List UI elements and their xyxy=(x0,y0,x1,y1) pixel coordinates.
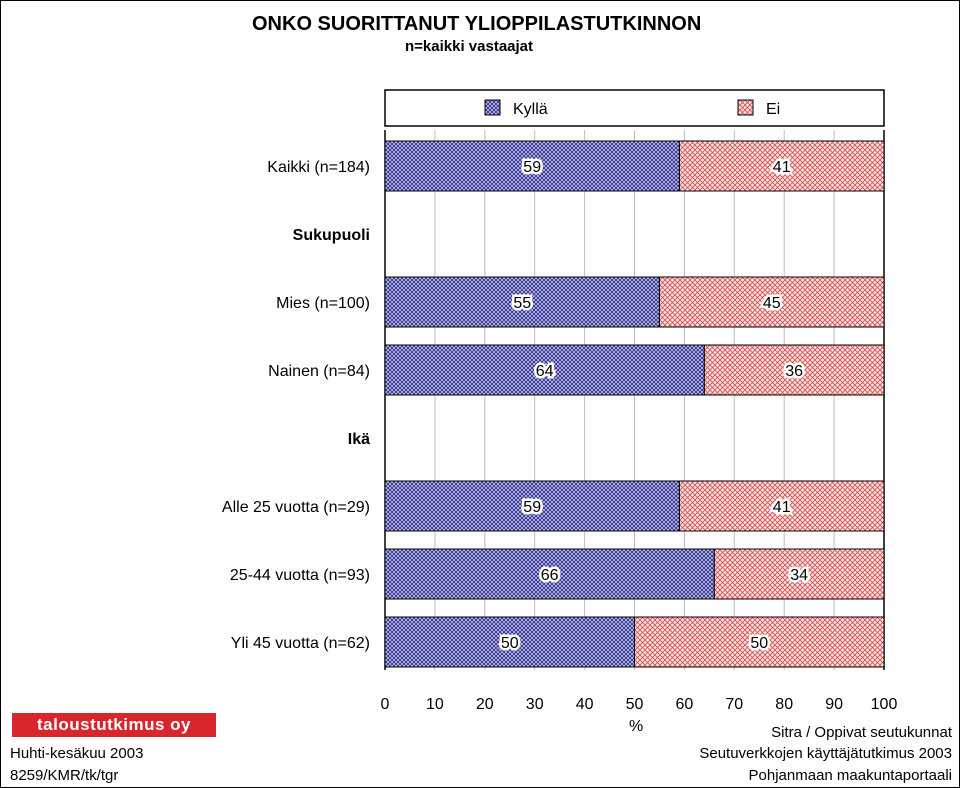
data-label-yli-45-vuotta-n-62-kyll: 50 xyxy=(501,635,519,652)
x-tick-40: 40 xyxy=(576,696,594,713)
chart-subtitle: n=kaikki vastaajat xyxy=(405,38,534,55)
bar-kaikki-n-184-kyll xyxy=(384,140,680,192)
bar-alle-25-vuotta-n-29-kyll xyxy=(384,480,680,532)
bar-25-44-vuotta-n-93-ei xyxy=(713,548,885,600)
category-label-alle-25-vuotta-n-29: Alle 25 vuotta (n=29) xyxy=(222,499,370,516)
group-header-ik: Ikä xyxy=(348,431,370,448)
bar-yli-45-vuotta-n-62-ei xyxy=(634,616,885,668)
bar-yli-45-vuotta-n-62-kyll xyxy=(384,616,635,668)
bars: 59 41 55 45 64 36 59 41 66 34 50 50 xyxy=(384,140,885,668)
category-label-nainen-n-84: Nainen (n=84) xyxy=(268,363,370,380)
legend: Kyllä Ei xyxy=(384,89,885,127)
x-tick-60: 60 xyxy=(676,696,694,713)
category-label-mies-n-100: Mies (n=100) xyxy=(276,295,370,312)
data-label-yli-45-vuotta-n-62-ei: 50 xyxy=(750,635,768,652)
x-axis-label: % xyxy=(629,718,644,735)
data-label-nainen-n-84-kyll: 64 xyxy=(536,363,554,380)
group-header-sukupuoli: Sukupuoli xyxy=(293,227,370,244)
data-label-mies-n-100-kyll: 55 xyxy=(513,295,531,312)
data-label-nainen-n-84-ei: 36 xyxy=(785,363,803,380)
data-label-mies-n-100-ei: 45 xyxy=(763,295,781,312)
category-label-kaikki-n-184: Kaikki (n=184) xyxy=(267,159,370,176)
category-label-yli-45-vuotta-n-62: Yli 45 vuotta (n=62) xyxy=(231,635,370,652)
legend-label-ei: Ei xyxy=(766,101,780,118)
legend-swatch-ei xyxy=(737,99,754,116)
data-label-25-44-vuotta-n-93-kyll: 66 xyxy=(541,567,559,584)
bar-kaikki-n-184-ei xyxy=(678,140,885,192)
data-label-alle-25-vuotta-n-29-kyll: 59 xyxy=(523,499,541,516)
source-line-2: Seutuverkkojen käyttäjätutkimus 2003 xyxy=(699,745,952,762)
bar-mies-n-100-ei xyxy=(658,276,885,328)
x-tick-70: 70 xyxy=(725,696,743,713)
bar-25-44-vuotta-n-93-kyll xyxy=(384,548,715,600)
x-tick-50: 50 xyxy=(626,696,644,713)
category-labels: Kaikki (n=184) Sukupuoli Mies (n=100) Naine… xyxy=(222,159,370,652)
data-label-kaikki-n-184-ei: 41 xyxy=(773,159,791,176)
legend-swatch-kylla xyxy=(484,99,501,116)
survey-code: 8259/KMR/tk/tgr xyxy=(10,767,119,784)
category-label-25-44-vuotta-n-93: 25-44 vuotta (n=93) xyxy=(230,567,370,584)
bar-alle-25-vuotta-n-29-ei xyxy=(678,480,885,532)
chart-title: ONKO SUORITTANUT YLIOPPILASTUTKINNON xyxy=(252,13,702,35)
x-tick-10: 10 xyxy=(426,696,444,713)
x-tick-80: 80 xyxy=(775,696,793,713)
legend-box xyxy=(384,89,885,127)
x-tick-100: 100 xyxy=(871,696,898,713)
data-label-25-44-vuotta-n-93-ei: 34 xyxy=(790,567,808,584)
legend-label-kylla: Kyllä xyxy=(513,101,548,118)
bar-mies-n-100-kyll xyxy=(384,276,660,328)
x-tick-labels: 0 10 20 30 40 50 60 70 80 90 100 xyxy=(381,696,898,713)
bar-nainen-n-84-kyll xyxy=(384,344,705,396)
data-label-kaikki-n-184-kyll: 59 xyxy=(523,159,541,176)
survey-date: Huhti-kesäkuu 2003 xyxy=(10,745,144,762)
source-line-3: Pohjanmaan maakuntaportaali xyxy=(748,767,952,784)
x-tick-90: 90 xyxy=(825,696,843,713)
x-tick-30: 30 xyxy=(526,696,544,713)
data-label-alle-25-vuotta-n-29-ei: 41 xyxy=(773,499,791,516)
x-tick-20: 20 xyxy=(476,696,494,713)
taloustutkimus-logo: taloustutkimus oy xyxy=(12,713,216,737)
bar-nainen-n-84-ei xyxy=(703,344,885,396)
source-line-1: Sitra / Oppivat seutukunnat xyxy=(771,724,952,741)
x-tick-0: 0 xyxy=(381,696,390,713)
